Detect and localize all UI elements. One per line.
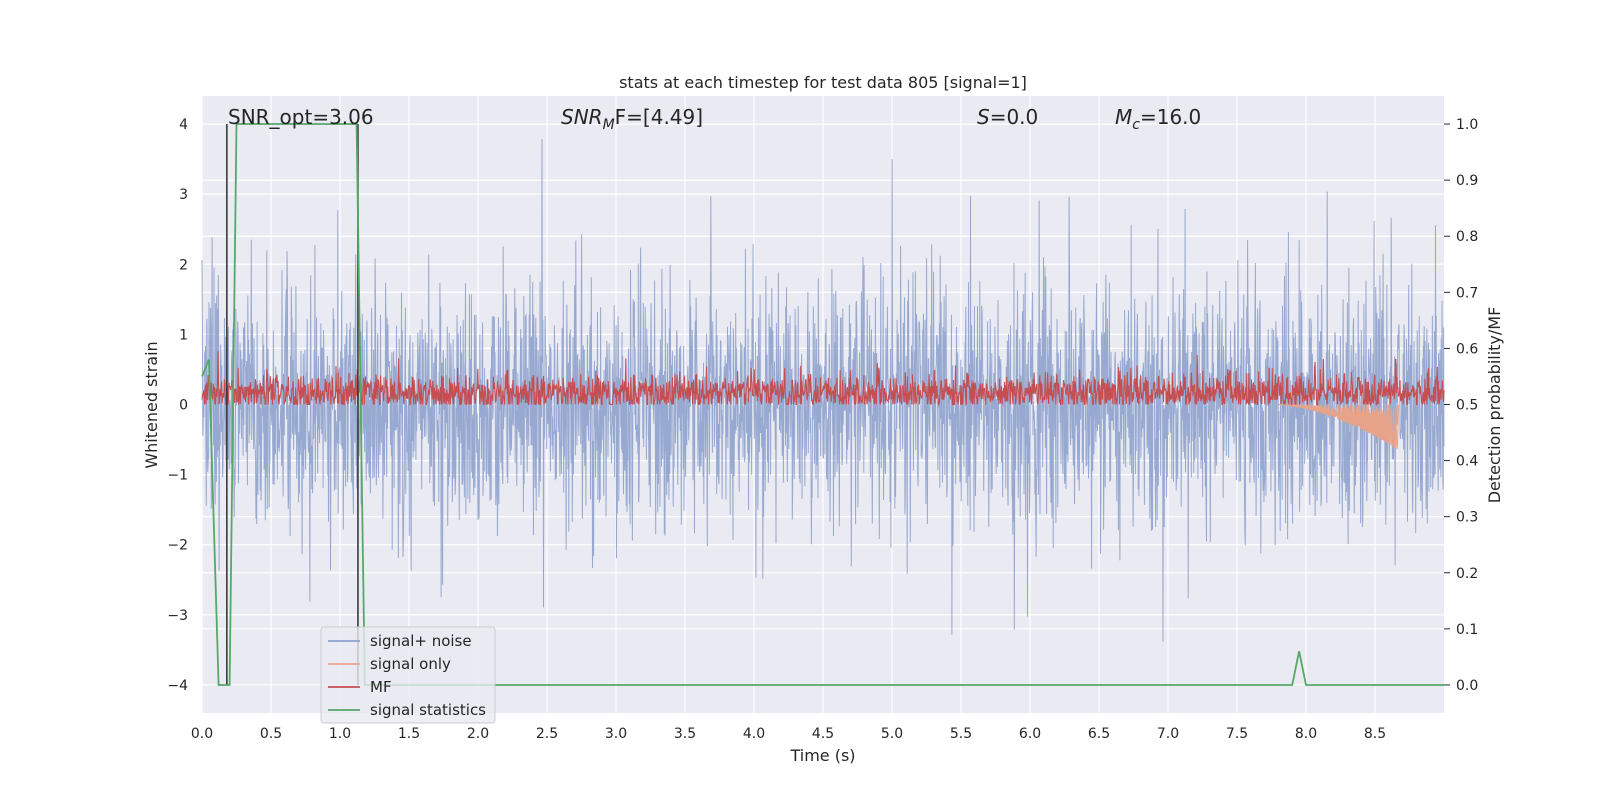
y-left-tick-label: −3	[167, 608, 188, 624]
y-right-tick-label: 0.6	[1456, 341, 1478, 357]
y-right-tick-label: 0.2	[1456, 566, 1478, 582]
signal-statistics-line	[201, 123, 1444, 686]
y-left-tick-label: 0	[179, 398, 188, 414]
x-tick-label: 3.0	[605, 726, 627, 742]
x-tick-label: 8.0	[1295, 726, 1317, 742]
series-mf	[201, 351, 1445, 406]
legend: signal+ noise signal only MF signal statist…	[320, 626, 496, 724]
x-tick-label: 8.5	[1364, 726, 1386, 742]
mf-line	[201, 351, 1445, 406]
x-tick-label: 5.0	[881, 726, 903, 742]
x-tick-label: 4.5	[812, 726, 834, 742]
signal-only-line	[1278, 403, 1399, 450]
y-left-tick-label: −4	[167, 678, 188, 694]
series-signal-statistics	[201, 123, 1444, 686]
y-axis-left-label: Whitened strain	[142, 341, 161, 468]
legend-label: signal statistics	[370, 701, 486, 719]
y-right-tick-label: 1.0	[1456, 117, 1478, 133]
annotation-text: SNRMF=[4.49]	[561, 105, 703, 133]
annotation-text: SNR_opt=3.06	[228, 105, 374, 129]
y-left-tick-label: 4	[179, 117, 188, 133]
annotation-text: S=0.0	[977, 105, 1038, 129]
y-right-tick-label: 0.8	[1456, 229, 1478, 245]
y-axis-right-label: Detection probability/MF	[1485, 307, 1504, 504]
x-axis-ticks: 0.0 0.5 1.0 1.5 2.0 2.5 3.0 3.5 4.0 4.5 5.0 5.5 6.0 6…	[191, 726, 1386, 742]
annotation-text: Mc=16.0	[1115, 105, 1201, 133]
y-axis-left-ticks: −4 −3 −2 −1 0 1 2 3 4	[167, 117, 188, 694]
y-right-tick-label: 0.1	[1456, 622, 1478, 638]
x-tick-label: 0.5	[260, 726, 282, 742]
x-tick-label: 2.5	[536, 726, 558, 742]
y-axis-right-ticks: 0.0 0.1 0.2 0.3 0.4 0.5 0.6 0.7 0.8 0.9 1.0	[1444, 117, 1478, 694]
x-tick-label: 1.0	[329, 726, 351, 742]
x-tick-label: 1.5	[398, 726, 420, 742]
legend-label: signal only	[370, 655, 451, 673]
x-axis-label: Time (s)	[789, 746, 855, 765]
y-left-tick-label: 3	[179, 187, 188, 203]
y-left-tick-label: 2	[179, 257, 188, 273]
x-tick-label: 7.0	[1157, 726, 1179, 742]
x-tick-label: 6.0	[1019, 726, 1041, 742]
legend-label: MF	[370, 678, 392, 696]
x-tick-label: 5.5	[950, 726, 972, 742]
y-right-tick-label: 0.9	[1456, 173, 1478, 189]
y-left-tick-label: 1	[179, 327, 188, 343]
x-tick-label: 3.5	[674, 726, 696, 742]
series-signal-only	[1278, 403, 1399, 450]
legend-label: signal+ noise	[370, 632, 472, 650]
x-tick-label: 0.0	[191, 726, 213, 742]
x-tick-label: 6.5	[1088, 726, 1110, 742]
y-left-tick-label: −2	[167, 538, 188, 554]
y-left-tick-label: −1	[167, 468, 188, 484]
y-right-tick-label: 0.7	[1456, 285, 1478, 301]
y-right-tick-label: 0.3	[1456, 510, 1478, 526]
legend-box	[320, 626, 496, 724]
y-right-tick-label: 0.5	[1456, 398, 1478, 414]
y-right-tick-label: 0.4	[1456, 454, 1478, 470]
chart-title: stats at each timestep for test data 805…	[619, 73, 1027, 92]
y-right-tick-label: 0.0	[1456, 678, 1478, 694]
x-tick-label: 2.0	[467, 726, 489, 742]
annotations: SNR_opt=3.06 SNRMF=[4.49] S=0.0 Mc=16.0	[228, 105, 1201, 133]
x-tick-label: 4.0	[743, 726, 765, 742]
x-tick-label: 7.5	[1226, 726, 1248, 742]
